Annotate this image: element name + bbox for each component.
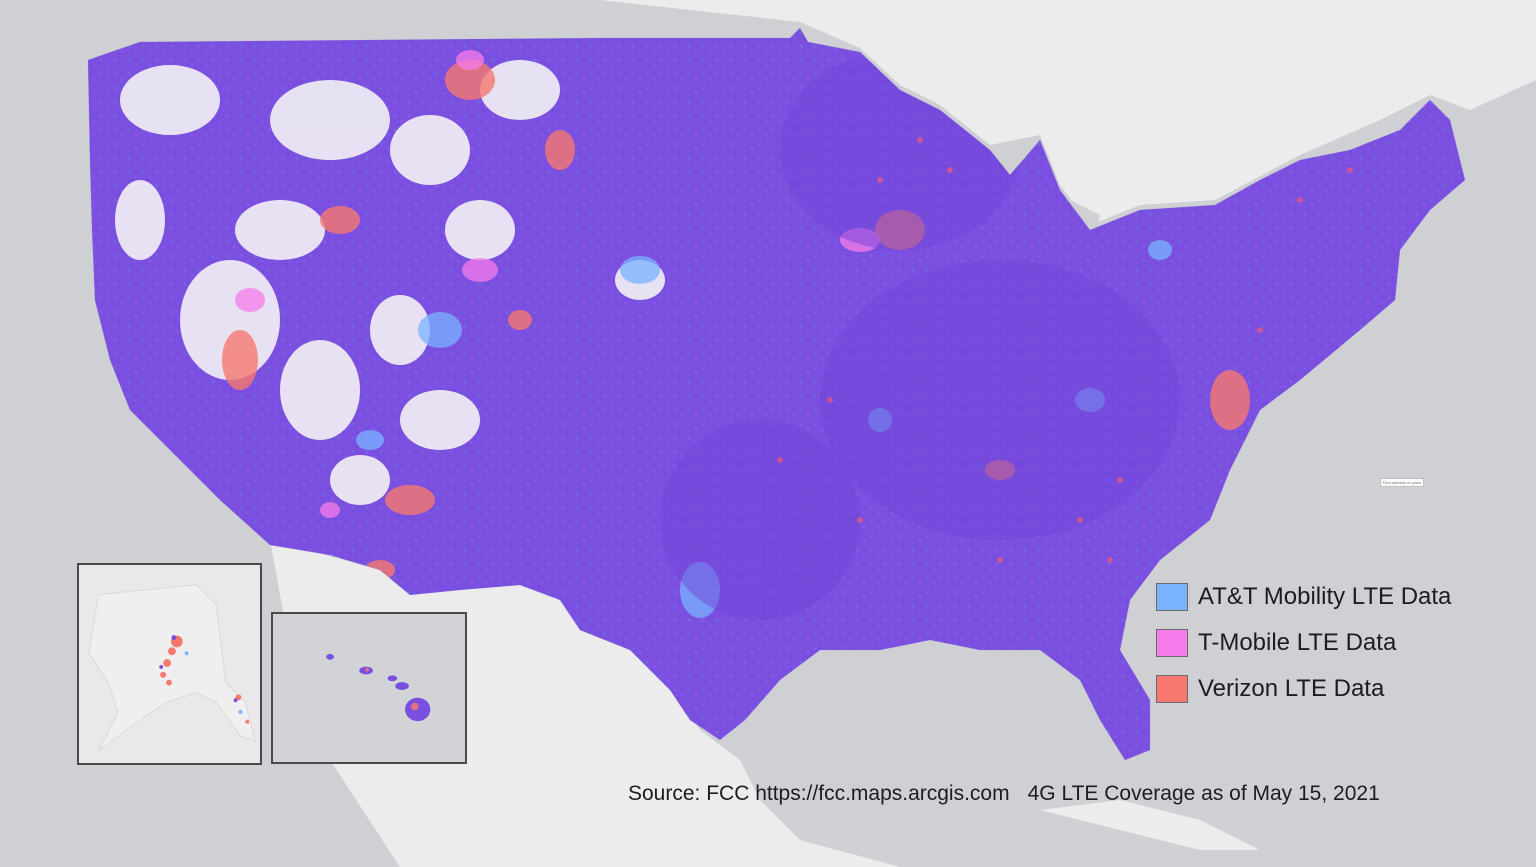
tmobile-swatch xyxy=(1156,629,1188,657)
legend-label-att: AT&T Mobility LTE Data xyxy=(1198,583,1452,610)
source-text: Source: FCC https://fcc.maps.arcgis.com xyxy=(628,782,1010,805)
geocoder-search-input[interactable]: Find address or place xyxy=(1380,478,1424,487)
att-swatch xyxy=(1156,583,1188,611)
hawaii-inset[interactable] xyxy=(271,612,467,764)
canada-land xyxy=(0,0,1536,225)
verizon-swatch xyxy=(1156,675,1188,703)
legend: AT&T Mobility LTE Data T-Mobile LTE Data… xyxy=(1156,574,1516,712)
coverage-date: 4G LTE Coverage as of May 15, 2021 xyxy=(1027,782,1380,805)
legend-label-verizon: Verizon LTE Data xyxy=(1198,675,1385,702)
legend-label-tmobile: T-Mobile LTE Data xyxy=(1198,629,1397,656)
alaska-inset[interactable] xyxy=(77,563,262,765)
legend-item-verizon: Verizon LTE Data xyxy=(1156,666,1516,712)
source-caption: Source: FCC https://fcc.maps.arcgis.com 4… xyxy=(628,782,1380,806)
legend-item-tmobile: T-Mobile LTE Data xyxy=(1156,620,1516,666)
legend-item-att: AT&T Mobility LTE Data xyxy=(1156,574,1516,620)
cuba-land xyxy=(1040,800,1260,850)
